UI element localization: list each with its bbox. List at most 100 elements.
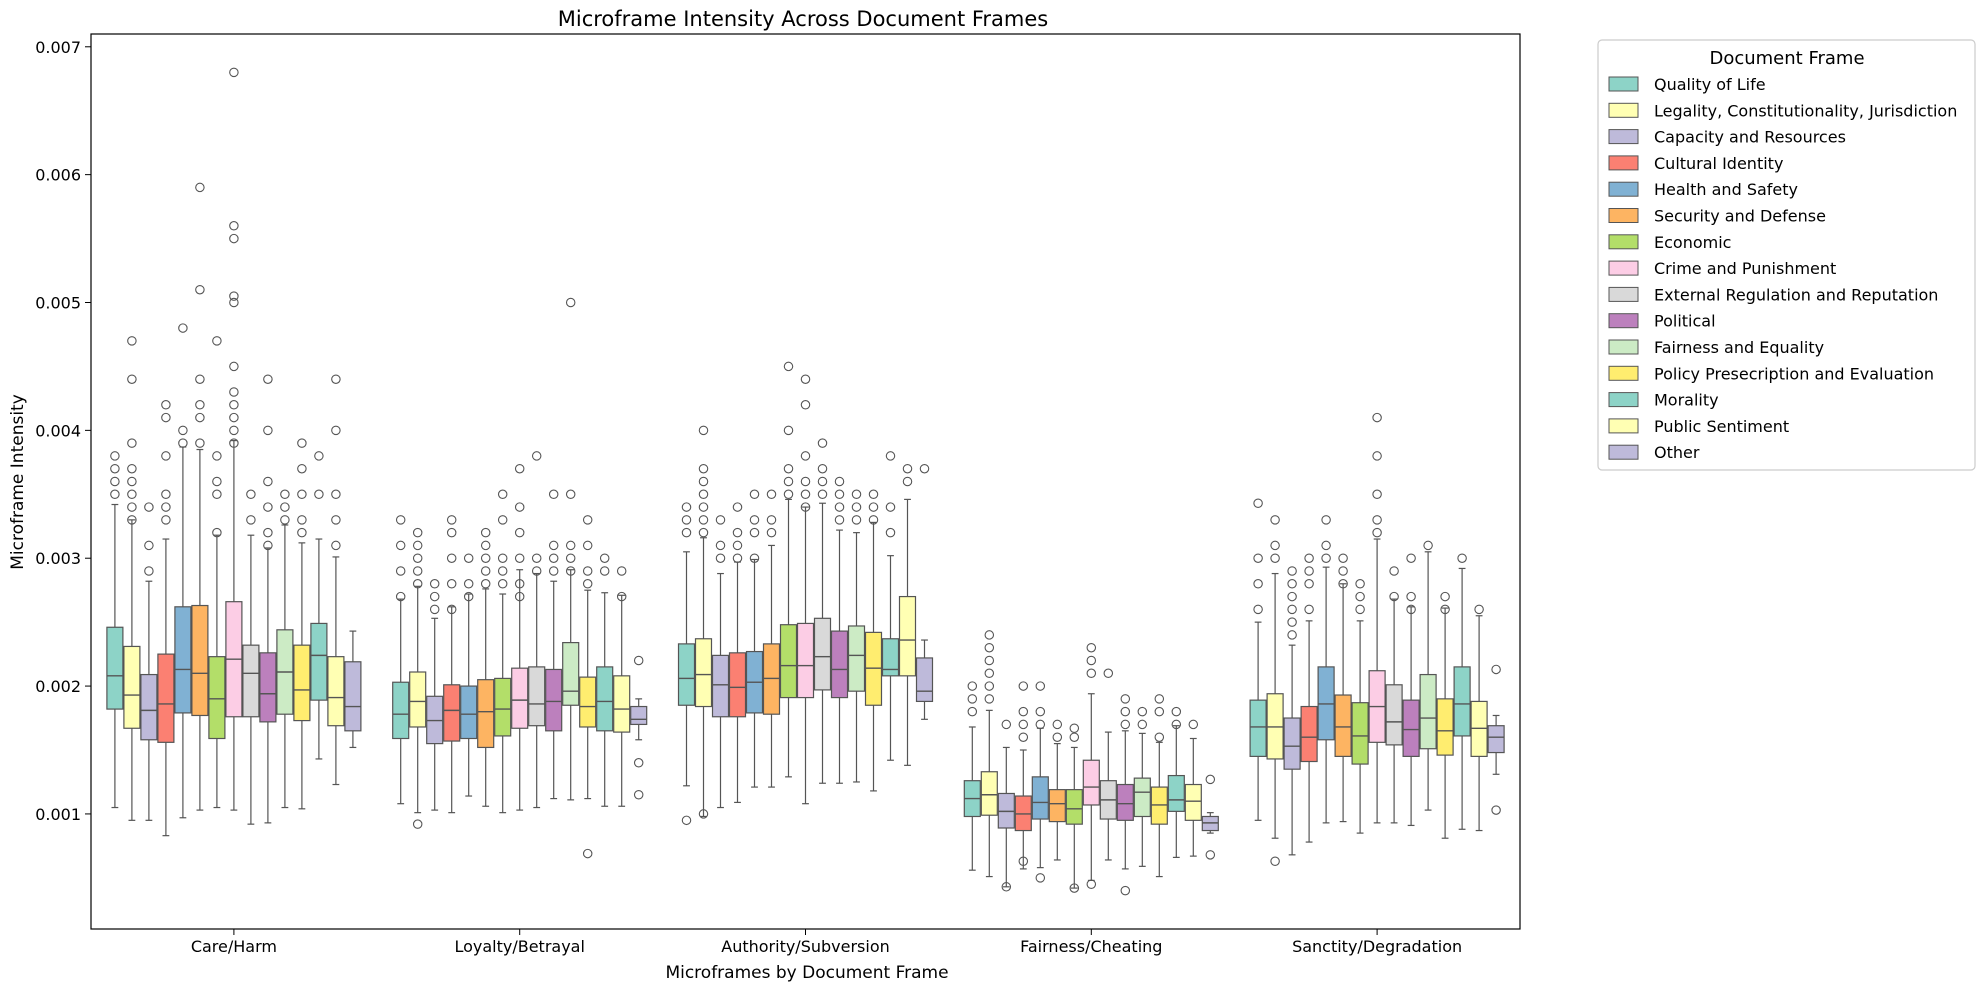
box-body: [106, 626, 124, 710]
outlier-point: [599, 566, 610, 576]
y-tick-label: 0.004: [35, 421, 81, 440]
outlier-point: [195, 412, 205, 423]
box-4-2: [1283, 566, 1301, 856]
outlier-point: [1069, 723, 1080, 734]
outlier-point: [851, 515, 862, 525]
outlier-point: [195, 182, 205, 193]
outlier-point: [1491, 805, 1501, 815]
legend-item: Other: [1608, 443, 1700, 462]
box-1-14: [630, 655, 648, 800]
outlier-point: [395, 540, 406, 551]
box-body: [1453, 666, 1471, 737]
box-4-0: [1249, 498, 1267, 821]
box-body: [443, 684, 461, 742]
box-body: [711, 654, 730, 718]
outlier-point: [212, 527, 222, 538]
box-2-14: [915, 463, 934, 720]
legend-item: Capacity and Resources: [1608, 128, 1846, 147]
outlier-point: [395, 515, 406, 525]
outlier-point: [698, 463, 709, 474]
box-0-8: [242, 489, 260, 825]
outlier-point: [984, 655, 995, 666]
y-axis-label: Microframe Intensity: [8, 394, 28, 570]
outlier-point: [902, 476, 913, 487]
outlier-point: [497, 489, 508, 500]
legend-item: Crime and Punishment: [1608, 259, 1836, 278]
box-0-10: [276, 489, 294, 809]
box-body: [293, 644, 311, 722]
legend-label: Economic: [1654, 233, 1731, 252]
outlier-point: [984, 630, 995, 640]
outlier-point: [698, 476, 709, 487]
outlier-point: [1372, 412, 1382, 423]
outlier-point: [698, 515, 709, 525]
outlier-point: [783, 425, 794, 436]
box-1-5: [477, 527, 495, 807]
outlier-point: [514, 463, 525, 474]
outlier-point: [1474, 604, 1484, 615]
outlier-point: [127, 515, 137, 525]
box-body: [1436, 698, 1454, 756]
legend-label: Fairness and Equality: [1654, 338, 1824, 357]
outlier-point: [1304, 553, 1314, 563]
legend-swatch: [1608, 102, 1639, 118]
outlier-point: [297, 463, 307, 474]
outlier-point: [1018, 719, 1029, 730]
outlier-point: [681, 515, 692, 525]
x-tick-label: Loyalty/Betrayal: [454, 937, 584, 956]
legend-swatch: [1608, 418, 1639, 434]
outlier-point: [582, 566, 593, 576]
box-body: [796, 622, 815, 699]
box-3-13: [1184, 719, 1202, 857]
outlier-point: [800, 374, 811, 384]
box-body: [596, 666, 614, 732]
box-body: [980, 771, 998, 816]
plot-area: 0.001 0.002 0.003 0.004 0.005 0.006 0.007 Care/…: [35, 38, 1505, 956]
box-4-1: [1266, 515, 1284, 866]
box-body: [1351, 702, 1369, 765]
outlier-point: [331, 515, 341, 525]
outlier-point: [246, 489, 256, 500]
outlier-point: [834, 515, 845, 525]
box-3-7: [1082, 642, 1100, 889]
outlier-point: [817, 489, 828, 500]
outlier-point: [1372, 515, 1382, 525]
box-4-7: [1368, 412, 1386, 824]
legend-swatch: [1608, 365, 1639, 381]
outlier-point: [412, 540, 423, 551]
outlier-point: [110, 463, 120, 474]
outlier-point: [1321, 540, 1331, 551]
y-tick-label: 0.007: [35, 38, 81, 57]
box-body: [242, 644, 260, 718]
outlier-point: [1287, 604, 1297, 615]
outlier-point: [1389, 591, 1399, 602]
outlier-point: [480, 540, 491, 551]
outlier-point: [698, 527, 709, 538]
x-tick-label: Sanctity/Degradation: [1292, 937, 1462, 956]
box-body: [259, 652, 277, 723]
legend-swatch: [1608, 286, 1639, 302]
legend-item: Cultural Identity: [1608, 154, 1783, 173]
box-1-12: [596, 553, 614, 807]
outlier-point: [446, 527, 457, 538]
outlier-point: [967, 706, 978, 717]
outlier-point: [497, 566, 508, 576]
box-body: [1184, 783, 1202, 821]
outlier-point: [800, 400, 811, 410]
box-body: [191, 604, 209, 717]
outlier-point: [1287, 566, 1297, 576]
outlier-point: [1270, 553, 1280, 563]
outlier-point: [212, 489, 222, 500]
box-body: [1082, 759, 1100, 806]
outlier-point: [429, 604, 440, 615]
outlier-point: [280, 515, 290, 525]
box-body: [1116, 783, 1134, 821]
legend-label: Political: [1654, 312, 1716, 331]
outlier-point: [1253, 498, 1263, 508]
box-0-5: [191, 182, 209, 811]
outlier-point: [800, 502, 811, 512]
outlier-point: [1137, 719, 1148, 730]
outlier-point: [412, 819, 423, 829]
outlier-point: [582, 540, 593, 551]
